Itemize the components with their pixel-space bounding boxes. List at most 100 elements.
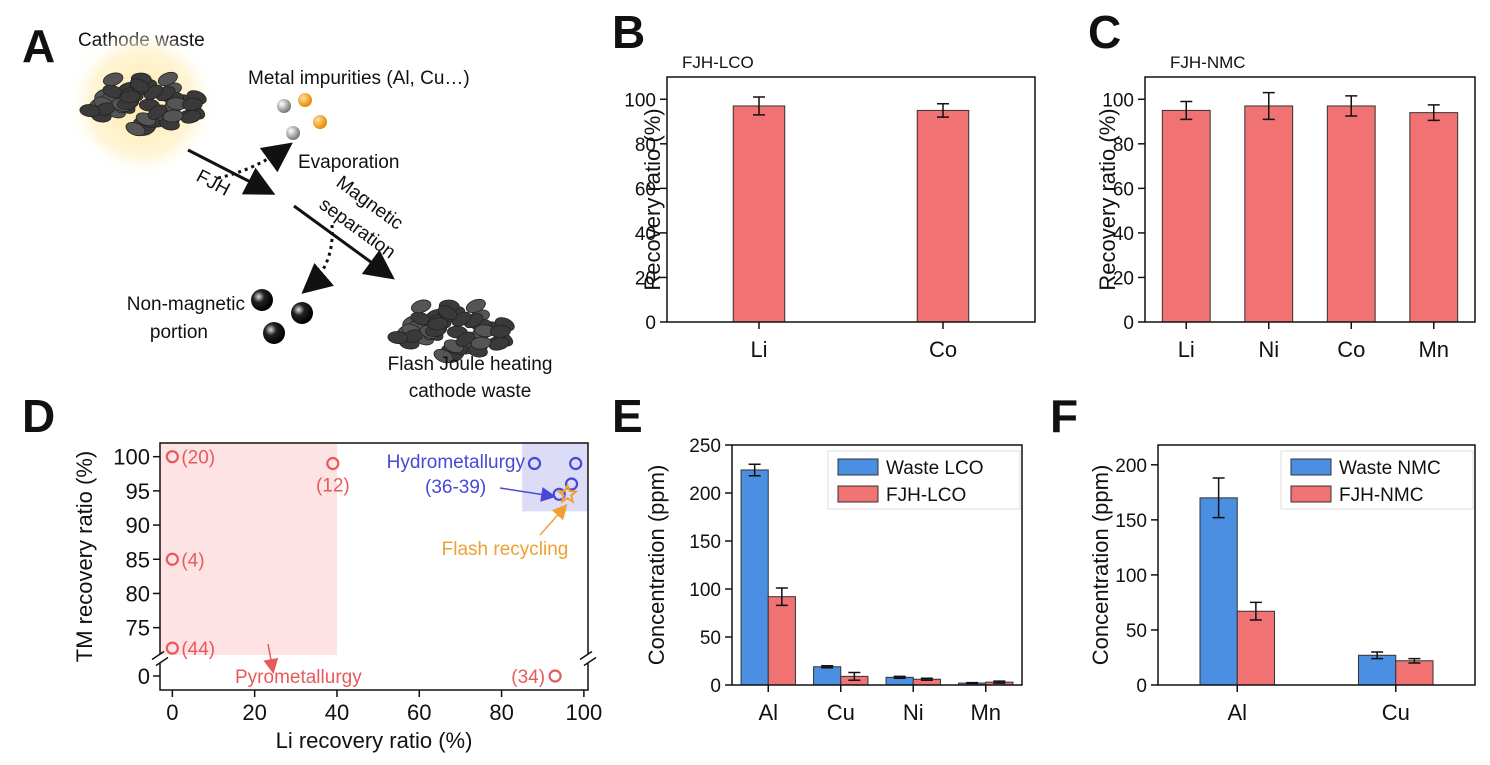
y-tick-label: 100: [624, 90, 656, 111]
particle: [433, 348, 454, 364]
particle: [157, 71, 178, 86]
diagram-text: Non-magnetic: [127, 294, 245, 315]
particle: [465, 298, 486, 313]
particle: [387, 331, 409, 345]
error-bar: [1180, 100, 1193, 121]
y-tick-label: 0: [1123, 313, 1134, 334]
diagram-text: Metal impurities (Al, Cu…): [248, 68, 470, 89]
error-bar: [1371, 651, 1384, 660]
y-tick-label: 100: [689, 580, 721, 601]
plot-frame: [159, 442, 589, 691]
particle-cluster: [387, 298, 515, 364]
plot-frame: [731, 444, 1023, 686]
x-tick-label: 60: [407, 700, 431, 725]
arrow: [187, 148, 276, 195]
y-tick-label: 200: [689, 484, 721, 505]
bar: [1161, 109, 1211, 323]
panel-label: F: [1050, 390, 1078, 442]
error-bar: [1249, 601, 1262, 621]
point-label: (34): [511, 667, 545, 688]
y-tick-label: 40: [1113, 224, 1134, 245]
diagram: A Cathode waste Metal impurities (Al, Cu…: [22, 20, 552, 402]
legend-label: Waste NMC: [1339, 458, 1441, 479]
x-tick-label: 40: [325, 700, 349, 725]
x-tick-label: 100: [566, 700, 603, 725]
error-bar: [1408, 657, 1421, 664]
plot-frame: [1157, 444, 1476, 686]
point-label: (44): [181, 639, 215, 660]
particle: [181, 97, 203, 111]
y-axis-label: Recovery ratio (%): [1095, 108, 1120, 290]
annotation: (36-39): [425, 477, 486, 498]
legend-swatch: [837, 485, 879, 503]
diagram-text: Flash Joule heating: [388, 354, 553, 375]
bar: [1409, 112, 1459, 323]
x-tick-label: Li: [750, 337, 767, 362]
bar: [1358, 654, 1397, 686]
y-axis-label: Concentration (ppm): [644, 465, 669, 666]
sphere: [263, 322, 285, 344]
error-bar: [893, 675, 906, 680]
y-tick-label: 0: [645, 313, 656, 334]
y-tick-label: 200: [1115, 456, 1147, 477]
y-tick-label: 100: [1115, 566, 1147, 587]
y-tick-label: 85: [126, 547, 150, 572]
x-tick-label: Mn: [1418, 337, 1449, 362]
x-tick-label: Co: [929, 337, 957, 362]
bar: [1199, 497, 1238, 686]
x-tick-label: Al: [758, 700, 778, 725]
sphere: [291, 302, 313, 324]
sphere: [298, 93, 312, 107]
bar: [1236, 610, 1275, 686]
x-tick-label: Al: [1227, 700, 1247, 725]
particle: [488, 337, 510, 351]
region: [160, 443, 337, 655]
region: [522, 443, 588, 512]
y-tick-label: 250: [689, 436, 721, 457]
x-tick-label: Cu: [1382, 700, 1410, 725]
axis-break: [151, 650, 169, 667]
panel-label: E: [612, 390, 643, 442]
diagram-text: cathode waste: [409, 381, 532, 402]
particle: [489, 324, 511, 338]
point: [165, 641, 179, 655]
point: [165, 450, 179, 464]
y-tick-label: 0: [710, 676, 721, 697]
sphere: [251, 289, 273, 311]
x-tick-label: Co: [1337, 337, 1365, 362]
panel-label: A: [22, 20, 55, 72]
legend-label: FJH-LCO: [886, 485, 966, 506]
error-bar: [848, 671, 861, 681]
particle: [162, 109, 184, 123]
panel-label: C: [1088, 6, 1121, 58]
annotation-arrow: [263, 643, 279, 674]
bar: [740, 469, 769, 686]
particle: [470, 336, 492, 350]
x-tick-label: Mn: [970, 700, 1001, 725]
particle: [437, 305, 458, 320]
annotation: Hydrometallurgy: [387, 452, 526, 473]
y-tick-label: 95: [126, 479, 150, 504]
particle: [180, 110, 202, 124]
y-axis-label: TM recovery ratio (%): [72, 451, 97, 662]
annotation-arrow: [539, 504, 568, 536]
y-tick-label: 80: [635, 135, 656, 156]
point: [165, 552, 179, 566]
y-tick-label: 20: [1113, 268, 1134, 289]
annotation-arrow: [499, 487, 557, 502]
plot-frame: [666, 76, 1036, 323]
error-bar: [1345, 95, 1358, 117]
y-tick-label: 100: [113, 445, 150, 470]
y-tick-label: 0: [1136, 676, 1147, 697]
annotation: Flash recycling: [442, 539, 569, 560]
legend-label: FJH-NMC: [1339, 485, 1423, 506]
y-axis-label: Concentration (ppm): [1088, 465, 1113, 666]
error-bar: [1212, 477, 1225, 519]
point: [326, 456, 340, 471]
x-tick-label: 80: [489, 700, 513, 725]
x-axis-label: Li recovery ratio (%): [276, 728, 473, 753]
y-axis-label: Recovery ratio (%): [640, 108, 665, 290]
bar: [732, 105, 786, 323]
legend-swatch: [837, 458, 879, 476]
